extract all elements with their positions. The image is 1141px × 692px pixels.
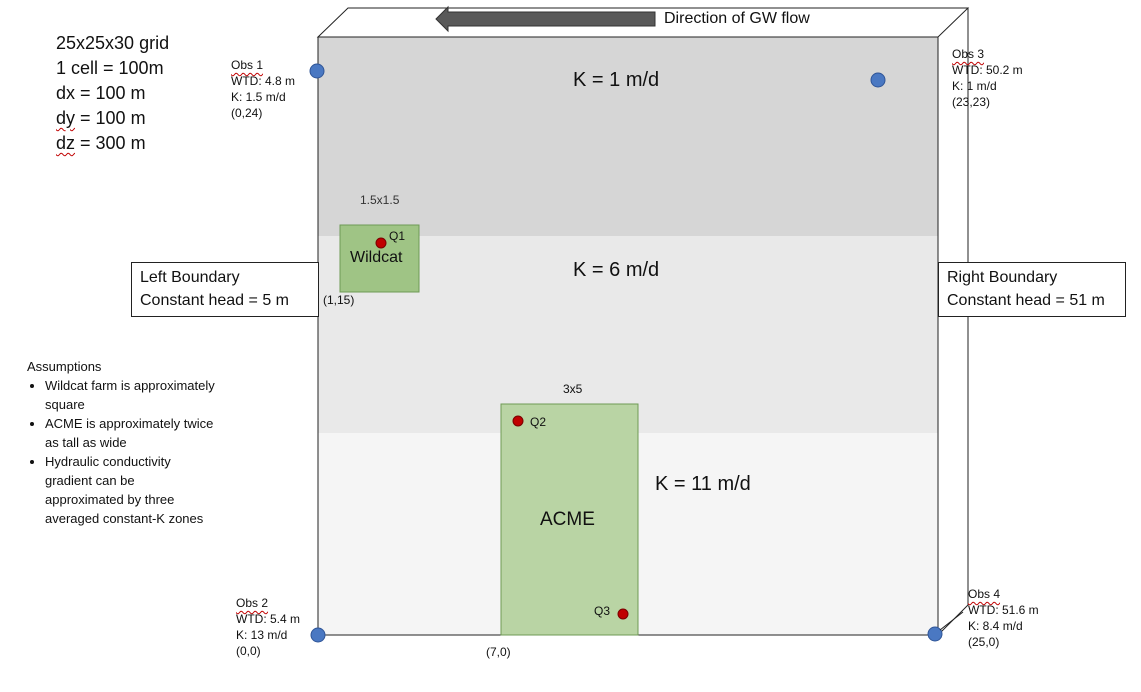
wildcat-name: Wildcat (350, 249, 403, 266)
wildcat-coord-label: (1,15) (323, 293, 355, 307)
flow-direction-label: Direction of GW flow (664, 10, 810, 27)
flow-arrow-icon (435, 5, 656, 33)
obs-3-label: Obs 3 WTD: 50.2 m K: 1 m/d (23,23) (952, 47, 1023, 109)
acme-farm (500, 403, 639, 636)
obs-point-3 (870, 72, 886, 88)
acme-coord-label: (7,0) (486, 645, 511, 659)
pumping-well-q2 (512, 415, 524, 427)
dx-value: dx = 100 m (56, 83, 146, 103)
zone-middle (318, 236, 938, 433)
right-boundary-value: Constant head = 51 m (947, 292, 1105, 309)
obs-point-1 (309, 63, 325, 79)
obs-point-4 (927, 626, 943, 642)
well-q2-label: Q2 (530, 415, 547, 429)
left-boundary-value: Constant head = 5 m (140, 292, 289, 309)
zone-middle-label: K = 6 m/d (573, 259, 660, 281)
cell-size: 1 cell = 100m (56, 58, 164, 78)
grid-size: 25x25x30 grid (56, 33, 170, 53)
well-q3-label: Q3 (594, 604, 611, 618)
obs-2-label: Obs 2 WTD: 5.4 m K: 13 m/d (0,0) (236, 596, 301, 658)
grid-info: 25x25x30 grid 1 cell = 100m dx = 100 m d… (56, 31, 169, 156)
obs-1-label: Obs 1 WTD: 4.8 m K: 1.5 m/d (0,24) (231, 58, 296, 120)
assumptions-block: Assumptions Wildcat farm is approximatel… (27, 357, 215, 528)
assumptions-list: Wildcat farm is approximately square ACM… (27, 376, 215, 528)
obs-point-2 (310, 627, 326, 643)
left-boundary-box: Left Boundary Constant head = 5 m (131, 262, 319, 317)
zone-bottom-label: K = 11 m/d (655, 473, 751, 495)
wildcat-farm (339, 224, 420, 293)
zone-top (318, 37, 938, 236)
well-q1-label: Q1 (389, 229, 406, 243)
zone-top-label: K = 1 m/d (573, 69, 660, 91)
assumption-item: ACME is approximately twice as tall as w… (45, 414, 215, 452)
acme-name: ACME (540, 509, 595, 530)
right-boundary-box: Right Boundary Constant head = 51 m (938, 262, 1126, 317)
pumping-well-q1 (375, 237, 387, 249)
left-boundary-title: Left Boundary (140, 269, 240, 286)
obs4-leader-line (939, 611, 964, 631)
right-boundary-title: Right Boundary (947, 269, 1058, 286)
dy-value: dy = 100 m (56, 108, 146, 128)
pumping-well-q3 (617, 608, 629, 620)
acme-size-label: 3x5 (563, 382, 583, 396)
assumption-item: Hydraulic conductivity gradient can be a… (45, 452, 215, 528)
dz-value: dz = 300 m (56, 133, 146, 153)
assumption-item: Wildcat farm is approximately square (45, 376, 215, 414)
wildcat-size-label: 1.5x1.5 (360, 193, 400, 207)
assumptions-title: Assumptions (27, 359, 102, 374)
obs-4-label: Obs 4 WTD: 51.6 m K: 8.4 m/d (25,0) (968, 587, 1039, 649)
